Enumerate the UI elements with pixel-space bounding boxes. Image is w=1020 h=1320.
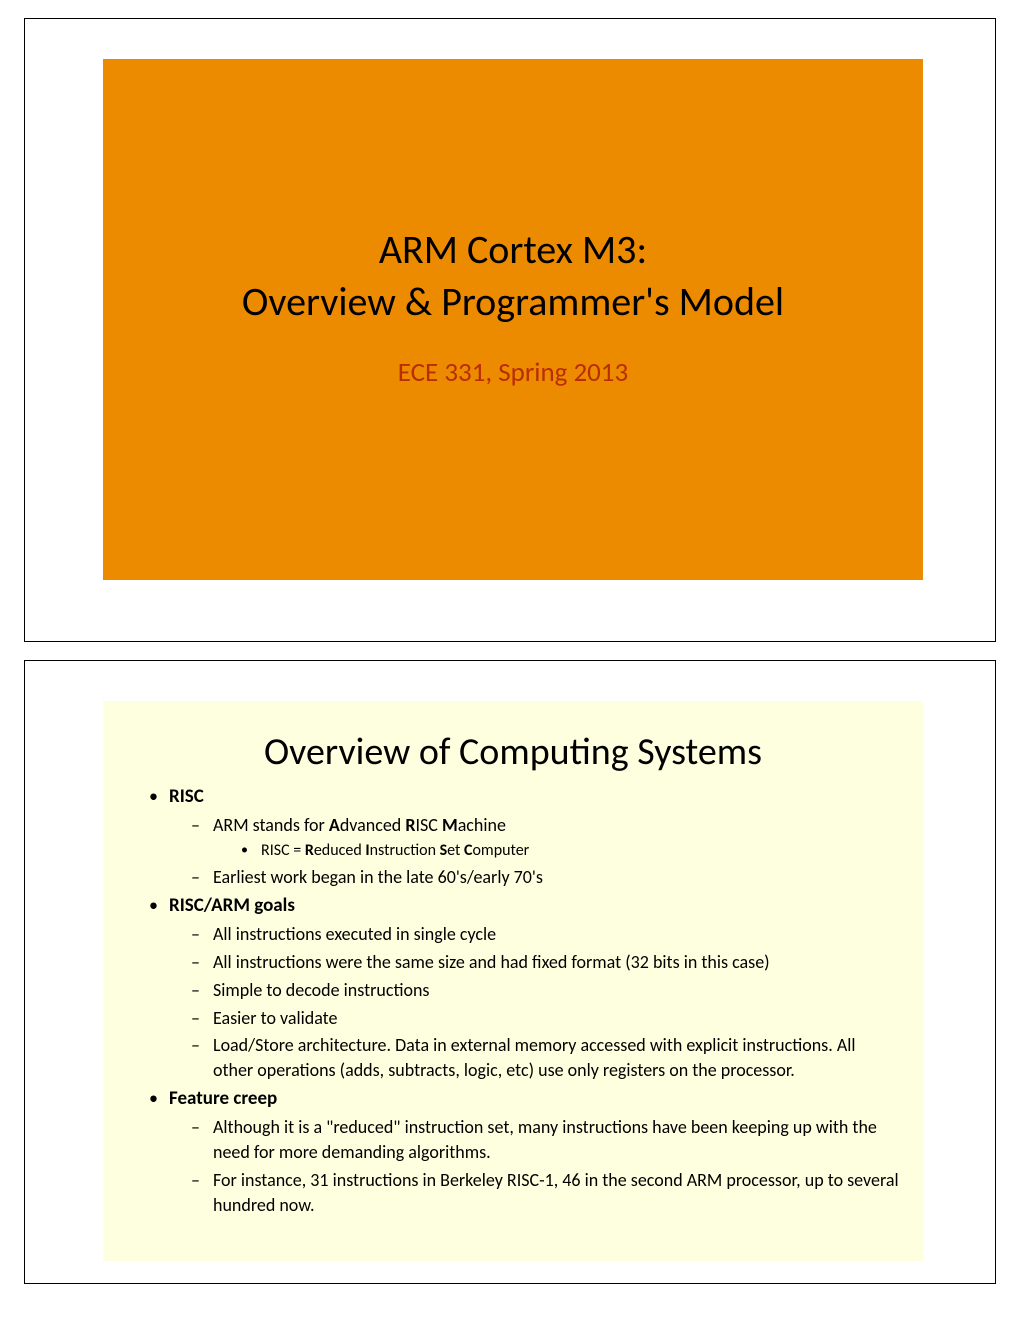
bullet-level-1: RISC/ARM goals bbox=[147, 893, 899, 919]
slide-2-body: Overview of Computing Systems RISC ARM st… bbox=[103, 701, 923, 1261]
bullet-level-2: ARM stands for Advanced RISC Machine bbox=[183, 813, 899, 838]
bullet-level-2: Although it is a "reduced" instruction s… bbox=[183, 1115, 899, 1165]
bullet-level-2: Load/Store architecture. Data in externa… bbox=[183, 1033, 899, 1083]
slide-2-title: Overview of Computing Systems bbox=[103, 701, 923, 781]
bullet-level-1: Feature creep bbox=[147, 1086, 899, 1112]
bullet-level-2: Easier to validate bbox=[183, 1006, 899, 1031]
bullet-level-3: RISC = Reduced Instruction Set Computer bbox=[235, 840, 899, 862]
bullet-level-2: All instructions executed in single cycl… bbox=[183, 922, 899, 947]
slide-1-body: ARM Cortex M3: Overview & Programmer's M… bbox=[103, 59, 923, 580]
slide-1-title-line1: ARM Cortex M3: bbox=[103, 224, 923, 276]
slide-1-title: ARM Cortex M3: Overview & Programmer's M… bbox=[103, 224, 923, 328]
slide-2-content: RISC ARM stands for Advanced RISC Machine… bbox=[103, 784, 923, 1218]
slide-1-subtitle: ECE 331, Spring 2013 bbox=[103, 356, 923, 389]
slide-1-page: ARM Cortex M3: Overview & Programmer's M… bbox=[24, 18, 996, 642]
bullet-level-2: For instance, 31 instructions in Berkele… bbox=[183, 1168, 899, 1218]
bullet-level-2: All instructions were the same size and … bbox=[183, 950, 899, 975]
bullet-level-2: Earliest work began in the late 60's/ear… bbox=[183, 865, 899, 890]
slide-2-page: Overview of Computing Systems RISC ARM st… bbox=[24, 660, 996, 1284]
bullet-level-2: Simple to decode instructions bbox=[183, 978, 899, 1003]
bullet-level-1: RISC bbox=[147, 784, 899, 810]
slide-1-title-line2: Overview & Programmer's Model bbox=[103, 276, 923, 328]
